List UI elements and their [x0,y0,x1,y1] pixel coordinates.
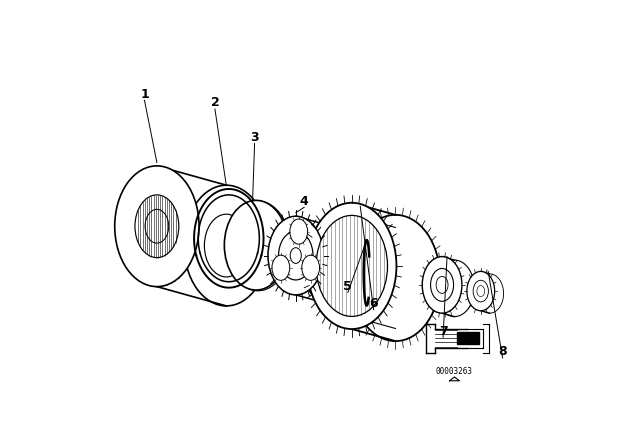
Text: 8: 8 [499,345,507,358]
Ellipse shape [316,215,388,316]
Ellipse shape [467,271,495,311]
Text: 00003263: 00003263 [436,366,473,375]
Ellipse shape [476,274,504,313]
Ellipse shape [272,255,290,280]
Ellipse shape [290,248,301,263]
Ellipse shape [204,214,248,277]
Ellipse shape [431,268,454,302]
Ellipse shape [135,195,179,258]
Ellipse shape [477,285,484,297]
Text: 6: 6 [369,297,378,310]
Ellipse shape [436,276,448,293]
Ellipse shape [302,255,319,280]
Ellipse shape [268,216,324,295]
Text: 1: 1 [140,88,149,101]
Ellipse shape [303,226,358,305]
Text: 3: 3 [250,131,259,144]
Text: 5: 5 [344,280,352,293]
Ellipse shape [351,215,440,341]
Text: 2: 2 [211,96,220,109]
Ellipse shape [422,257,462,313]
Ellipse shape [115,166,199,287]
Ellipse shape [225,200,288,290]
Ellipse shape [290,219,308,244]
Ellipse shape [307,203,396,329]
Ellipse shape [278,231,313,280]
Text: 4: 4 [300,194,308,207]
Bar [458,332,479,344]
Ellipse shape [184,185,269,306]
Ellipse shape [473,280,488,302]
Text: 7: 7 [438,325,447,338]
Ellipse shape [145,209,169,243]
Ellipse shape [435,260,474,317]
